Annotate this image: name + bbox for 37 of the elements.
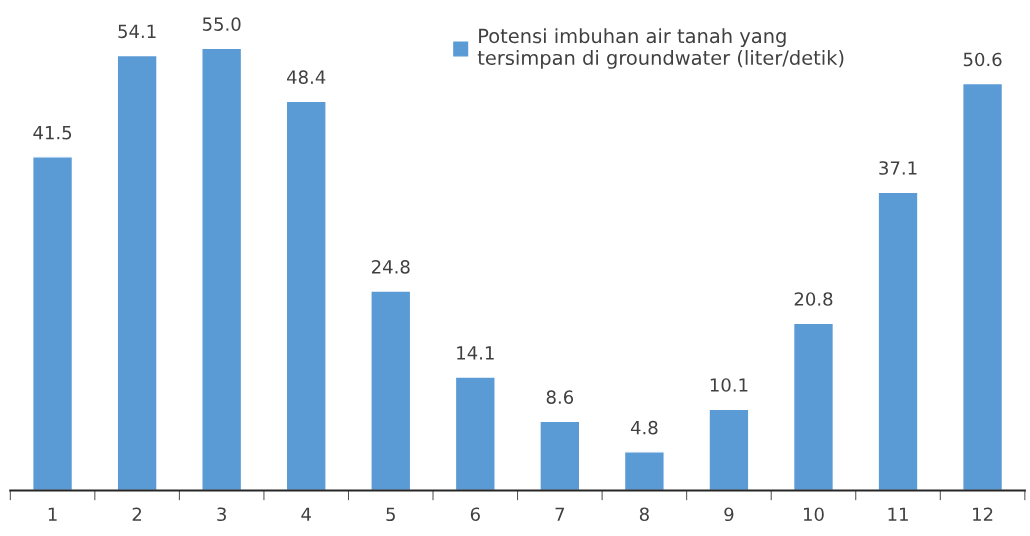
bar (32, 156, 74, 491)
data-label: 14.1 (457, 346, 494, 360)
legend-label: Potensi imbuhan air tanah yang tersimpan di groundwater (liter/detik) (477, 28, 844, 69)
data-label: 54.1 (118, 24, 156, 39)
data-label: 55.0 (202, 17, 241, 31)
x-tick-label: 6 (470, 507, 480, 522)
data-label: 10.1 (710, 378, 748, 392)
data-label: 48.4 (286, 70, 326, 84)
data-label: 37.1 (879, 161, 917, 175)
x-tick-label: 8 (639, 507, 649, 522)
x-tick-label: 7 (555, 507, 565, 521)
x-tick-label: 9 (724, 507, 734, 522)
x-tick-label: 1 (48, 507, 57, 521)
x-tick-label: 3 (217, 507, 226, 522)
bar (539, 420, 581, 491)
bar (285, 100, 327, 491)
bar (877, 191, 919, 491)
x-tick-label: 12 (973, 507, 993, 521)
x-tick-label: 5 (386, 507, 395, 522)
bar (370, 290, 412, 491)
x-tick-label: 4 (301, 507, 311, 521)
data-label: 41.5 (33, 126, 72, 140)
bar (116, 54, 158, 491)
bar (454, 376, 496, 491)
data-label: 24.8 (371, 260, 410, 274)
x-tick-label: 2 (132, 507, 142, 521)
bar (792, 322, 835, 491)
x-tick-label: 10 (803, 507, 824, 522)
bar (708, 408, 750, 491)
data-label: 4.8 (630, 420, 658, 435)
data-label: 50.6 (963, 52, 1002, 67)
data-label: 8.6 (546, 390, 574, 404)
x-tick-label: 11 (888, 507, 908, 521)
data-label: 20.8 (794, 292, 833, 306)
bar (623, 451, 665, 491)
bar (962, 82, 1004, 491)
bar (201, 47, 243, 491)
